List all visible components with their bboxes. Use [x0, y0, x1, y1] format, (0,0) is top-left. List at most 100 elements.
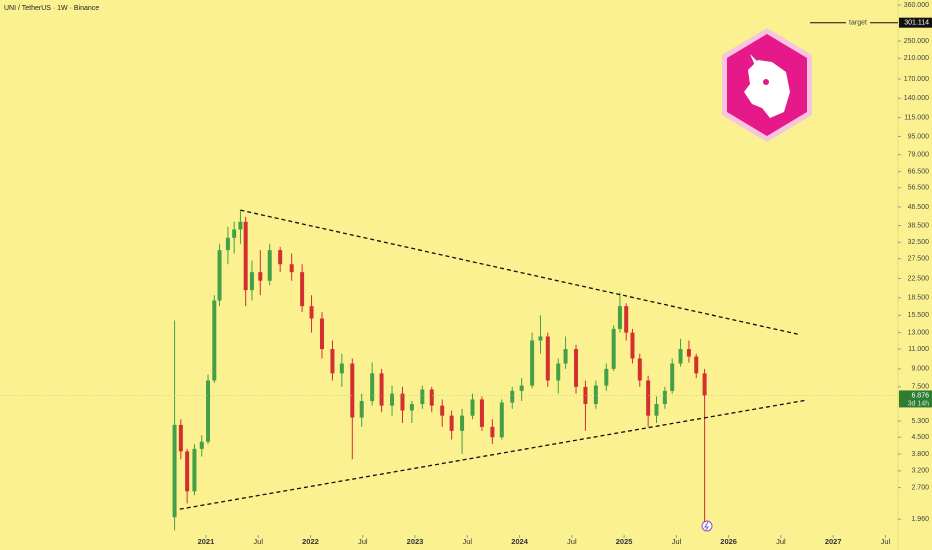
candle-body [379, 373, 384, 406]
candle-body [178, 424, 183, 452]
logo [722, 28, 812, 142]
y-tick-label: 7.500 [911, 384, 929, 391]
candle-body [420, 389, 425, 405]
flash-icon [701, 520, 713, 532]
candles [172, 210, 707, 531]
logo-head [744, 60, 790, 118]
x-tick-label: 2023 [407, 537, 424, 546]
y-tick-label: 95.000 [908, 133, 930, 140]
candle-body [604, 368, 609, 386]
y-tick-label: 170.000 [904, 76, 929, 83]
candle-body [243, 221, 248, 291]
chart-title: UNI / TetherUS · 1W · Binance [4, 5, 99, 12]
candle-body [238, 221, 243, 230]
x-tick-label: Jul [881, 537, 891, 546]
candle-body [330, 349, 335, 374]
y-tick-label: 210.000 [904, 55, 929, 62]
candle-body [350, 363, 355, 418]
y-tick-label: 56.500 [908, 185, 930, 192]
candle-body [702, 373, 707, 396]
candle-body [370, 373, 375, 401]
y-tick-label: 115.000 [904, 114, 929, 121]
candle-body [686, 349, 691, 357]
target-tag-bg [846, 18, 870, 27]
candle-body [530, 340, 535, 386]
candle-body [519, 385, 524, 391]
logo-horn [750, 54, 760, 68]
candle-body [225, 237, 230, 251]
candle-body [319, 318, 324, 350]
trendline [179, 399, 807, 510]
candle-body [499, 402, 504, 438]
candle-body [267, 250, 272, 281]
candle-body [339, 363, 344, 374]
y-tick-label: 3.800 [911, 451, 929, 458]
x-tick-label: Jul [358, 537, 368, 546]
candle-body [470, 399, 475, 416]
y-tick-label: 13.000 [908, 329, 930, 336]
y-tick-label: 66.500 [908, 168, 930, 175]
x-tick-label: 2021 [198, 537, 215, 546]
x-tick-label: Jul [462, 537, 472, 546]
candle-body [258, 272, 263, 281]
candle-body [289, 264, 294, 273]
x-tick-label: 2024 [511, 537, 529, 546]
candle-body [440, 405, 445, 416]
candle-body [593, 385, 598, 405]
candle-body [654, 404, 659, 416]
x-tick-label: Jul [672, 537, 682, 546]
candle-body [630, 332, 635, 359]
candle-body [409, 404, 414, 411]
y-tick-label: 1.960 [911, 516, 929, 523]
candle-body [637, 358, 642, 381]
candle-body [617, 306, 622, 329]
candle-body [662, 390, 667, 405]
x-tick-label: Jul [776, 537, 786, 546]
y-tick-label: 360.000 [904, 2, 929, 9]
x-tick-label: 2022 [302, 537, 319, 546]
candle-body [538, 336, 543, 341]
last-price-box [899, 390, 932, 408]
candle-body [490, 426, 495, 438]
candle-body [646, 380, 651, 416]
y-tick-label: 79.000 [908, 151, 930, 158]
candle-body [359, 400, 364, 418]
target-price-box [899, 17, 932, 28]
y-tick-label: 5.300 [911, 418, 929, 425]
target-price-label: 301.114 [904, 20, 929, 27]
last-price-label: 6.876 [911, 392, 929, 399]
candle-body [670, 363, 675, 391]
y-tick-label: 140.000 [904, 95, 929, 102]
candle-body [574, 349, 579, 387]
candle-body [249, 272, 254, 291]
candle-body [563, 349, 568, 364]
y-tick-label: 38.500 [908, 222, 930, 229]
candle-body [556, 363, 561, 381]
target-label: target [849, 20, 867, 27]
candle-body [510, 390, 515, 403]
y-tick-label: 4.500 [911, 434, 929, 441]
y-tick-label: 3.200 [911, 468, 929, 475]
y-tick-label: 46.500 [908, 204, 930, 211]
candle-body [172, 424, 177, 518]
candle-body [217, 250, 222, 301]
candle-body [694, 356, 699, 374]
y-tick-label: 32.500 [908, 239, 930, 246]
candle-body [449, 415, 454, 431]
y-tick-label: 22.500 [908, 275, 930, 282]
candle-body [545, 336, 550, 381]
candle-body [185, 451, 190, 492]
candle-body [300, 272, 305, 307]
y-tick-label: 15.500 [908, 312, 930, 319]
y-tick-label: 18.500 [908, 295, 930, 302]
candle-body [278, 250, 283, 265]
y-tick-label: 2.700 [911, 484, 929, 491]
candle-body [611, 328, 616, 369]
y-tick-label: 11.000 [908, 346, 929, 353]
candle-body [212, 300, 217, 381]
candle-body [429, 389, 434, 406]
candle-body [199, 441, 204, 449]
x-tick-label: Jul [253, 537, 263, 546]
x-tick-label: 2026 [720, 537, 737, 546]
